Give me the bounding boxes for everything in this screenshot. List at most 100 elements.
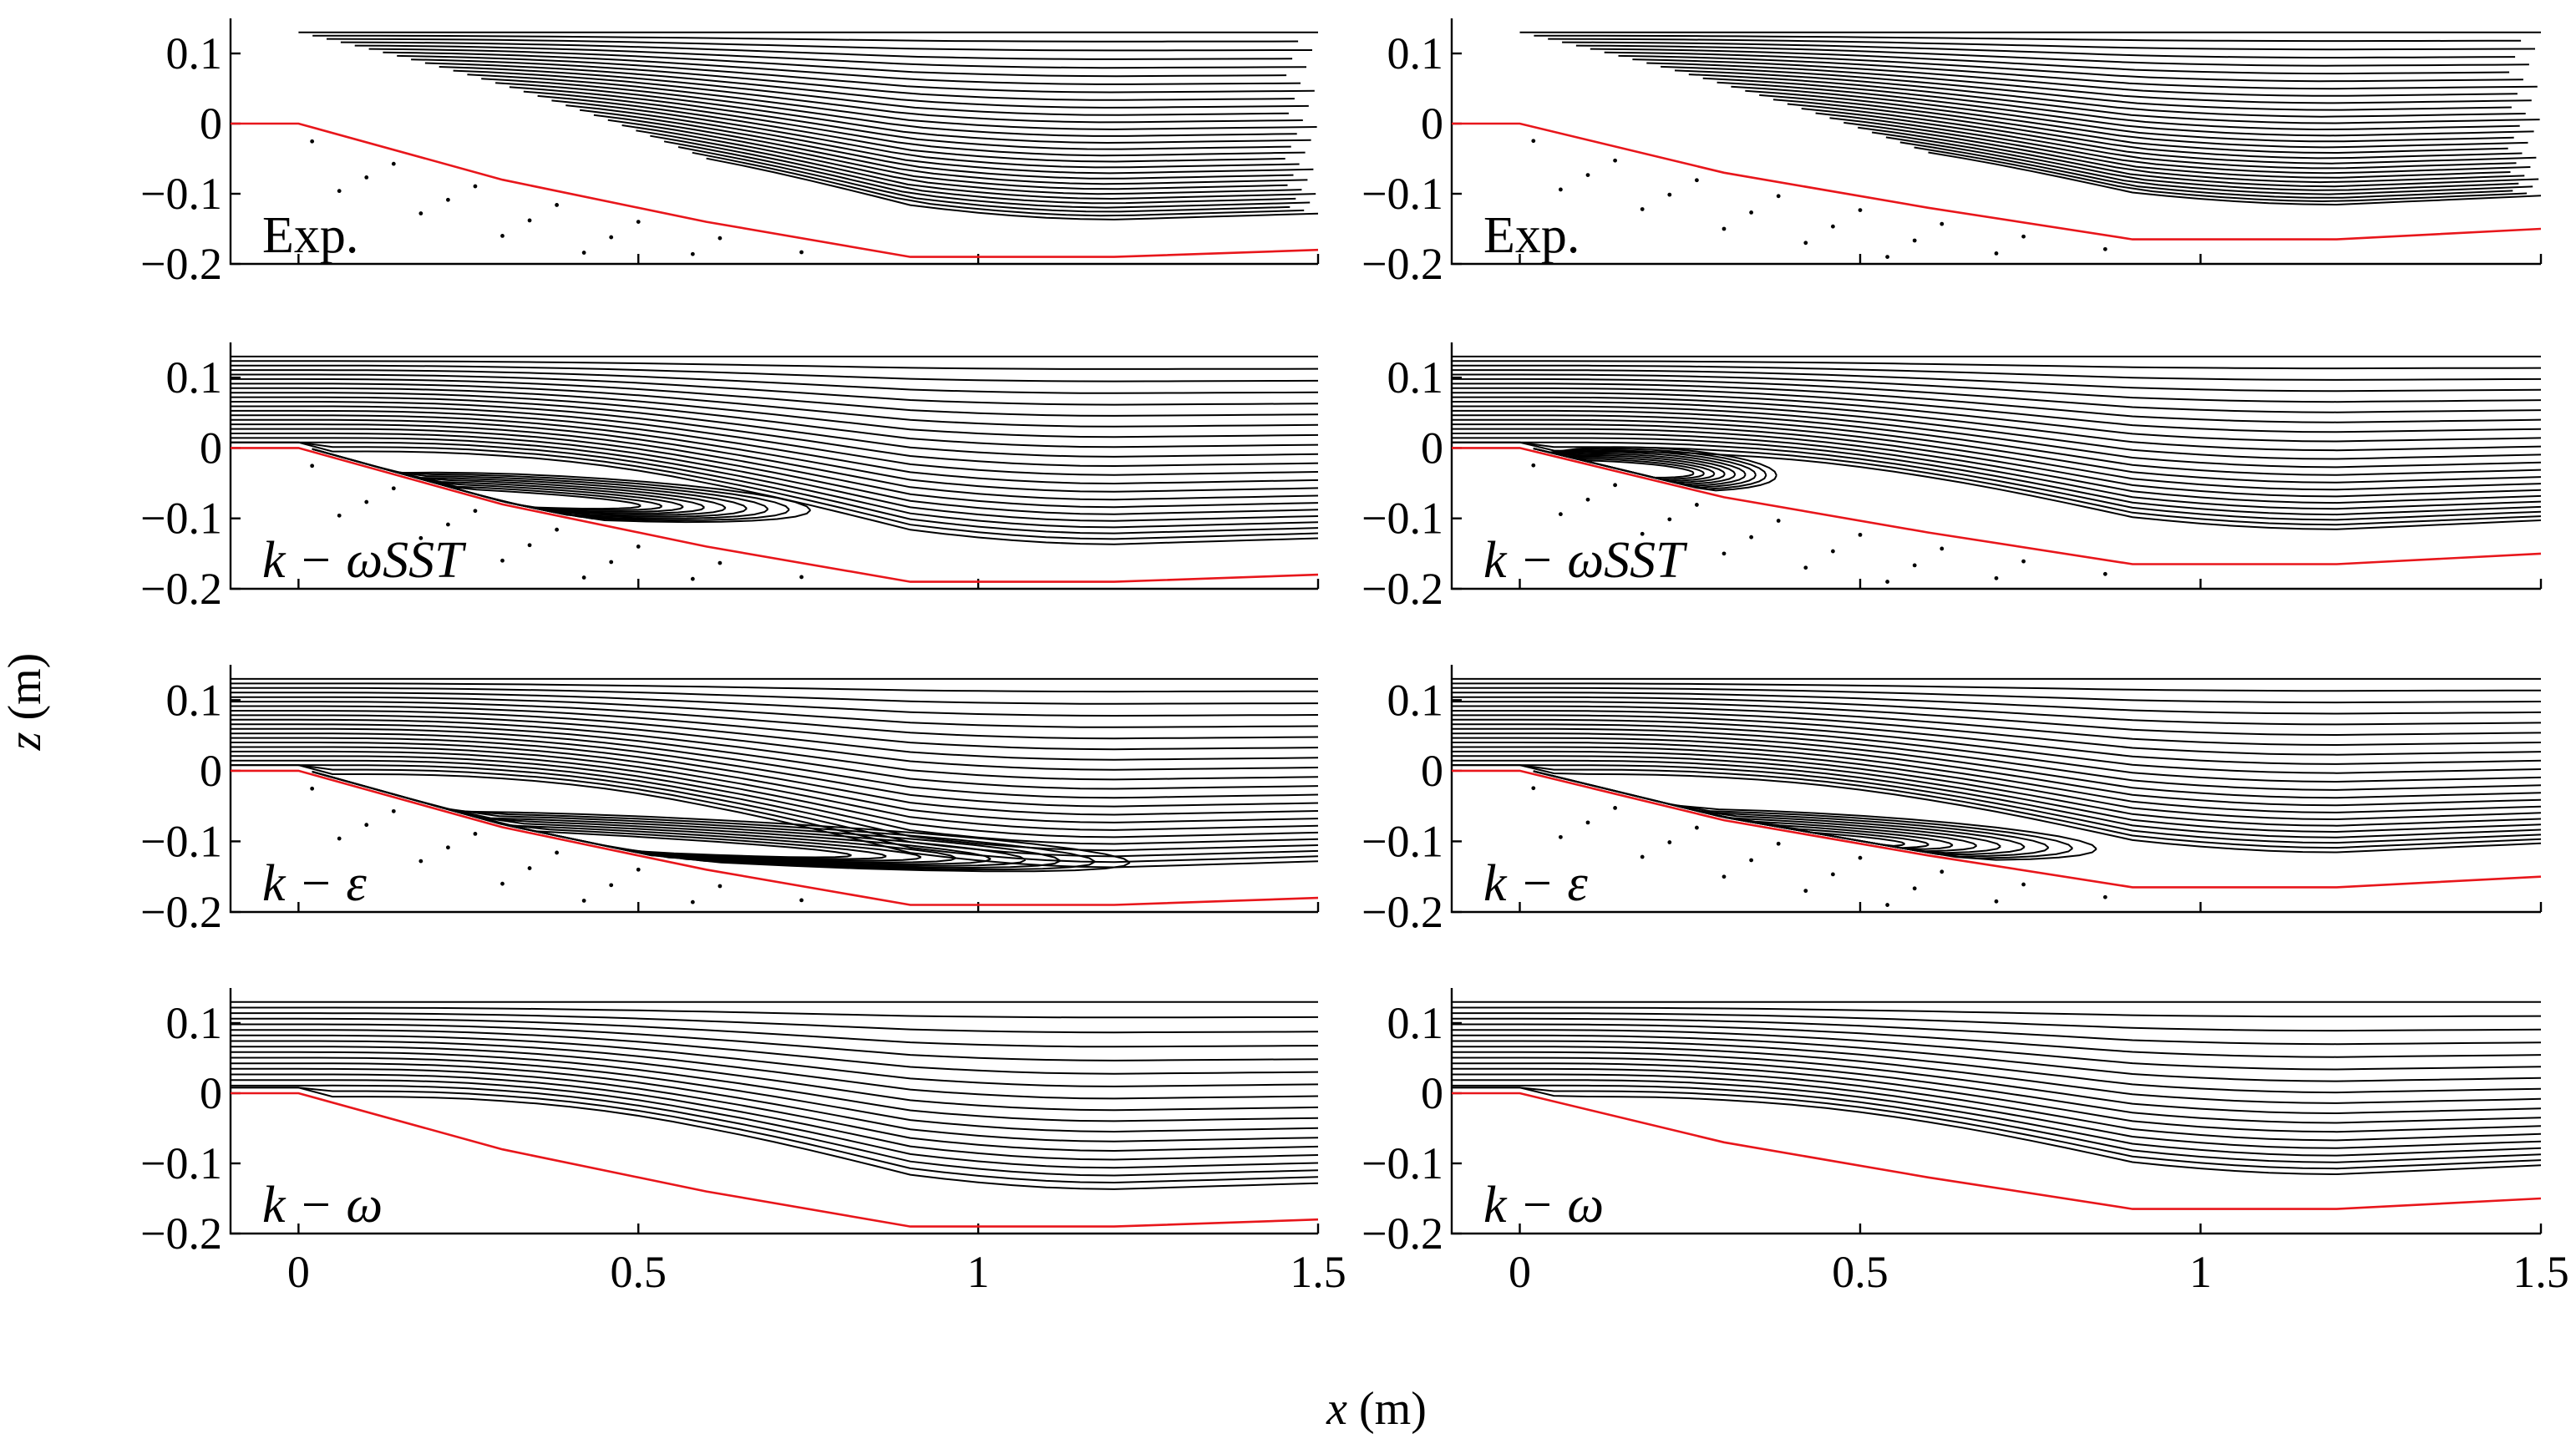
bed-profile-line — [231, 1092, 1319, 1228]
measurement-dot — [1940, 546, 1945, 551]
y-tick-label: 0.1 — [166, 28, 223, 79]
streamline — [1731, 85, 2514, 143]
y-tick-label: −0.2 — [140, 564, 222, 614]
y-tick-label: 0 — [200, 746, 222, 796]
y-tick-label: 0.1 — [166, 998, 223, 1048]
measurement-dot — [1559, 834, 1563, 839]
x-tick-label: 1.5 — [2513, 1247, 2569, 1297]
measurement-dot — [1831, 872, 1835, 877]
y-tick-label: −0.1 — [140, 816, 222, 866]
streamline — [231, 433, 1319, 522]
measurement-dot — [1776, 194, 1781, 199]
y-axis-variable: z — [0, 732, 51, 751]
streamline — [663, 140, 1311, 209]
streamline — [1452, 692, 2542, 715]
streamline — [326, 38, 1312, 52]
streamline — [231, 701, 1319, 740]
streamline — [231, 1029, 1319, 1075]
streamline — [1745, 89, 2528, 149]
streamline — [231, 1034, 1319, 1087]
streamline — [1452, 682, 2542, 692]
measurement-dot — [1585, 820, 1590, 825]
measurement-dot — [1994, 899, 1999, 904]
y-tick-label: 0 — [1421, 746, 1443, 796]
streamline — [1787, 103, 2537, 165]
streamline — [368, 48, 1287, 78]
streamline — [231, 428, 1319, 515]
streamline — [1452, 396, 2542, 452]
measurement-dot — [418, 211, 423, 215]
streamline — [1548, 38, 2536, 51]
streamline — [231, 732, 1319, 808]
streamline — [1452, 732, 2542, 799]
streamline — [231, 746, 1319, 831]
streamline — [231, 373, 1319, 406]
measurement-dot — [337, 836, 342, 841]
streamline — [1452, 1087, 2542, 1170]
measurement-dot — [364, 499, 369, 504]
measurement-dot — [1803, 565, 1808, 570]
streamline — [650, 134, 1296, 205]
streamline — [397, 54, 1315, 94]
streamline — [677, 146, 1291, 213]
y-axis-title: z (m) — [0, 653, 51, 752]
y-tick-label: −0.2 — [1362, 1208, 1443, 1259]
measurement-dot — [446, 522, 450, 527]
measurement-dot — [364, 175, 369, 180]
measurement-dot — [581, 575, 586, 580]
streamline — [231, 750, 1319, 838]
measurement-dot — [1912, 563, 1917, 568]
streamline — [231, 1079, 1319, 1169]
streamline — [1452, 423, 2542, 498]
streamline — [231, 737, 1319, 816]
streamline — [1452, 373, 2542, 403]
streamline — [565, 104, 1314, 175]
measurement-dot — [555, 527, 559, 532]
streamline — [231, 755, 1319, 845]
y-tick-label: −0.2 — [1362, 564, 1443, 614]
streamline — [312, 34, 1299, 43]
measurement-dot — [1695, 825, 1699, 830]
streamline — [1452, 1006, 2542, 1018]
measurement-dot — [636, 220, 641, 224]
measurement-dot — [1695, 178, 1699, 183]
measurement-dot — [1749, 858, 1754, 863]
measurement-dot — [1722, 874, 1727, 879]
streamline — [1452, 414, 2542, 484]
measurement-dot — [1858, 208, 1863, 213]
streamline — [1716, 81, 2534, 137]
streamline — [1452, 441, 2542, 521]
streamline — [1452, 1087, 2542, 1176]
streamline — [1688, 73, 2540, 124]
streamline — [231, 414, 1319, 493]
streamline — [1452, 764, 2542, 849]
streamline — [231, 437, 1319, 529]
streamline — [481, 78, 1297, 137]
streamline — [593, 114, 1308, 185]
measurement-dot — [310, 464, 315, 469]
streamline — [1452, 718, 2542, 774]
axis-frame — [229, 18, 1318, 266]
streamline — [1452, 1040, 2542, 1094]
measurement-dot — [799, 575, 804, 580]
streamline — [1452, 1017, 2542, 1046]
measurement-dot — [581, 899, 586, 903]
streamline — [1604, 51, 2523, 83]
y-tick-label: −0.1 — [1362, 494, 1443, 544]
streamline — [231, 682, 1319, 693]
y-tick-label: 0.1 — [166, 352, 223, 403]
y-tick-label: 0 — [1421, 99, 1443, 149]
x-tick-label: 0 — [1509, 1247, 1531, 1297]
streamline — [1452, 750, 2542, 827]
streamline — [231, 1073, 1319, 1161]
measurement-dot — [1640, 207, 1645, 211]
measurement-dot — [473, 832, 478, 836]
measurement-dot — [446, 845, 450, 850]
streamline — [231, 441, 1319, 540]
streamline — [1885, 136, 2533, 195]
x-tick-label: 1 — [967, 1247, 990, 1297]
streamline — [231, 1084, 1319, 1177]
streamline — [231, 377, 1319, 417]
streamline — [1452, 746, 2542, 821]
streamline — [231, 364, 1319, 383]
